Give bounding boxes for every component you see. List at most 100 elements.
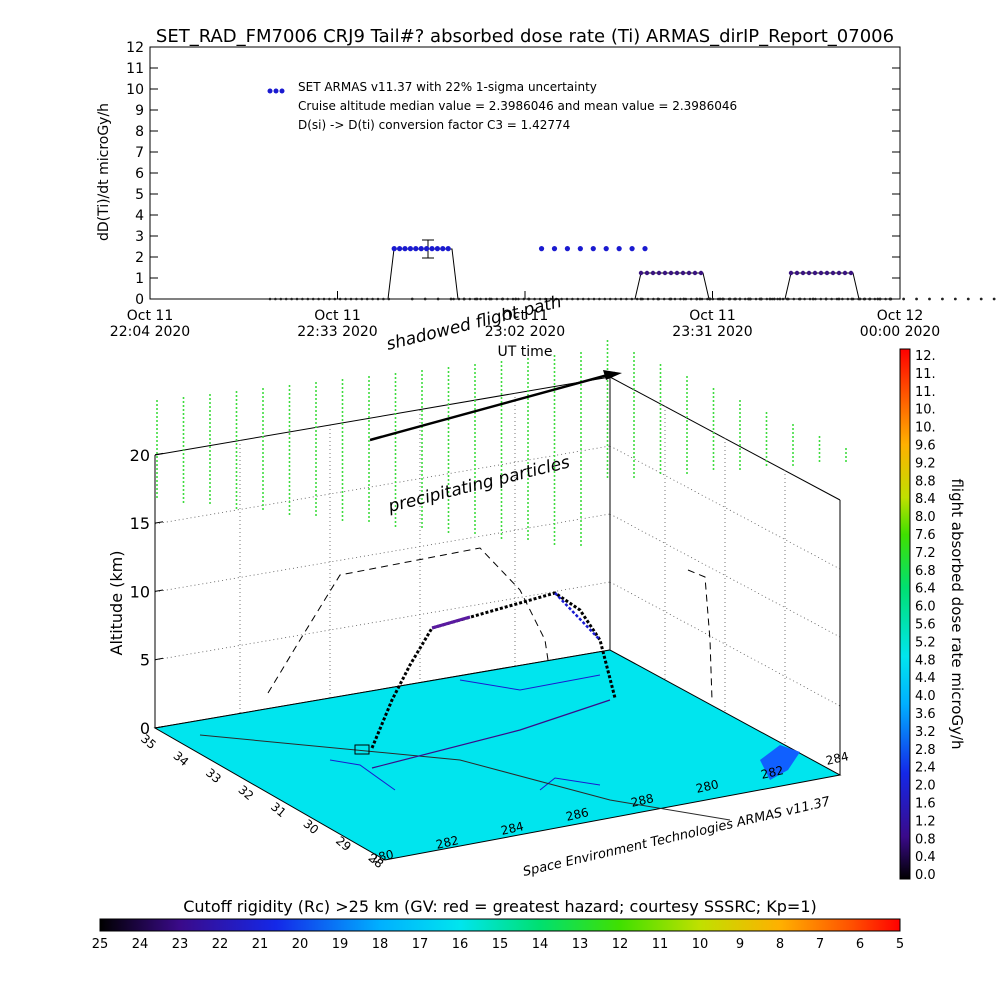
data-point xyxy=(876,297,880,301)
data-point xyxy=(317,297,320,301)
data-point xyxy=(549,297,553,301)
data-point xyxy=(646,297,650,301)
cutoff-colorbar-label: Cutoff rigidity (Rc) >25 km (GV: red = g… xyxy=(183,897,817,916)
data-point xyxy=(333,297,337,301)
data-point xyxy=(301,297,304,301)
data-point xyxy=(830,297,833,301)
data-point xyxy=(371,297,374,301)
cutoff-tick-label: 25 xyxy=(92,937,109,952)
data-point xyxy=(590,246,596,252)
data-point xyxy=(754,297,758,301)
cutoff-tick-label: 12 xyxy=(612,937,629,952)
data-point xyxy=(349,297,353,301)
data-point xyxy=(387,297,391,301)
longitude-tick-label: 280 xyxy=(370,847,395,866)
data-point xyxy=(463,297,466,301)
cutoff-tick-label: 9 xyxy=(736,937,744,952)
legend-entry-3: D(si) -> D(ti) conversion factor C3 = 1.… xyxy=(298,118,570,132)
data-point xyxy=(434,246,440,252)
z-tick-mark xyxy=(154,726,164,729)
data-point xyxy=(391,246,397,252)
latitude-tick-label: 34 xyxy=(171,749,192,770)
data-point xyxy=(571,297,574,301)
z-axis-label: Altitude (km) xyxy=(107,551,126,656)
cutoff-tick-label: 22 xyxy=(212,937,229,952)
x-tick-label-time: 23:02 2020 xyxy=(485,324,565,340)
data-point xyxy=(603,246,609,252)
segment-3 xyxy=(788,270,854,276)
data-point xyxy=(338,297,342,301)
cutoff-tick-label: 18 xyxy=(372,937,389,952)
data-point xyxy=(915,297,918,301)
x-axis-label: UT time xyxy=(498,344,553,360)
data-point xyxy=(979,297,983,301)
data-point xyxy=(429,246,435,252)
data-point xyxy=(440,246,446,252)
data-point xyxy=(873,297,877,301)
data-point xyxy=(407,246,413,252)
data-point xyxy=(679,297,682,301)
data-point xyxy=(365,297,369,301)
cutoff-tick-label: 14 xyxy=(532,937,549,952)
data-point xyxy=(902,297,906,301)
legend: SET ARMAS v11.37 with 22% 1-sigma uncert… xyxy=(267,80,737,132)
data-point xyxy=(662,297,666,301)
data-point xyxy=(397,246,403,252)
x-tick-label-date: Oct 12 xyxy=(877,308,923,324)
data-point xyxy=(792,297,796,301)
x-tick-label-time: 22:04 2020 xyxy=(110,324,190,340)
cutoff-tick-label: 10 xyxy=(692,937,709,952)
data-point xyxy=(284,297,288,301)
cutoff-tick-label: 6 xyxy=(856,937,864,952)
data-point xyxy=(824,297,828,301)
data-point xyxy=(811,297,815,301)
data-point xyxy=(700,297,704,301)
cutoff-tick-label: 17 xyxy=(412,937,429,952)
z-tick-label: 20 xyxy=(130,446,150,465)
data-point xyxy=(322,297,326,301)
data-point xyxy=(616,246,622,252)
y-axis-label: dD(Ti)/dt microGy/h xyxy=(96,103,112,241)
x-tick-label-date: Oct 11 xyxy=(689,308,735,324)
legend-entry-1: SET ARMAS v11.37 with 22% 1-sigma uncert… xyxy=(298,80,597,94)
data-point xyxy=(684,297,688,301)
data-point xyxy=(413,246,419,252)
data-point xyxy=(311,297,315,301)
data-point xyxy=(551,246,558,252)
cutoff-tick-label: 5 xyxy=(896,937,904,952)
data-point xyxy=(424,246,430,252)
longitude-tick-label: 288 xyxy=(630,791,655,810)
longitude-tick-label: 286 xyxy=(565,805,590,824)
cutoff-tick-label: 24 xyxy=(132,937,149,952)
data-point xyxy=(268,297,272,301)
data-point xyxy=(560,297,563,301)
longitude-axis: 280 282 284 286 288 280 282 284 xyxy=(370,749,850,866)
data-point xyxy=(635,297,639,301)
data-point xyxy=(484,297,488,301)
y-tick-label: 3 xyxy=(135,229,144,245)
x-tick-label-date: Oct 11 xyxy=(127,308,173,324)
data-point xyxy=(517,297,520,301)
x-tick-label-time: 22:33 2020 xyxy=(297,324,377,340)
data-point xyxy=(538,297,542,301)
data-point xyxy=(473,297,477,301)
data-point xyxy=(290,297,293,301)
data-point xyxy=(941,297,944,301)
data-point xyxy=(449,297,453,301)
data-point xyxy=(657,297,661,301)
data-point xyxy=(564,246,571,252)
data-point xyxy=(495,297,499,301)
data-point xyxy=(279,297,283,301)
data-point xyxy=(797,297,801,301)
back-grid xyxy=(154,393,841,744)
data-point xyxy=(652,297,655,301)
data-point xyxy=(614,297,617,301)
y-tick-label: 12 xyxy=(126,40,144,56)
data-point xyxy=(803,297,806,301)
data-point xyxy=(668,297,671,301)
data-point xyxy=(565,297,569,301)
data-point xyxy=(608,297,612,301)
data-point xyxy=(862,297,866,301)
